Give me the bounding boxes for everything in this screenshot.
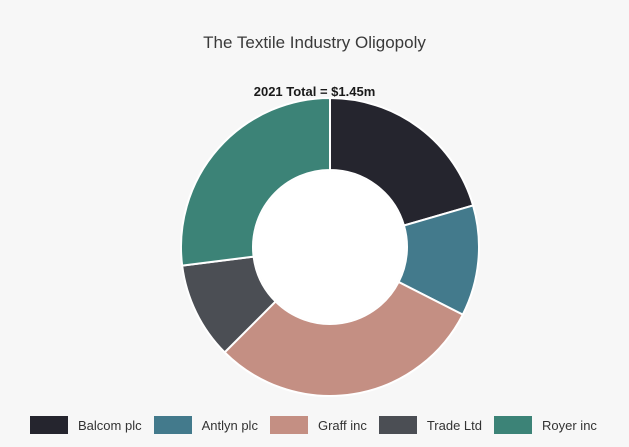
donut-slice-royer-inc	[180, 96, 331, 267]
legend-item-royer-inc[interactable]: Royer inc	[494, 416, 597, 434]
legend-swatch	[153, 416, 192, 434]
legend-label: Balcom plc	[78, 417, 142, 433]
legend-label: Royer inc	[542, 417, 597, 433]
legend-swatch	[269, 416, 308, 434]
chart-legend: Balcom plc Antlyn plc Graff inc Trade Ltd Ro…	[30, 416, 609, 434]
chart-subtitle: 2021 Total = $1.45m	[253, 84, 376, 99]
legend-label: Graff inc	[317, 417, 367, 433]
legend-item-balcom-plc[interactable]: Balcom plc	[30, 416, 142, 434]
legend-item-trade-ltd[interactable]: Trade Ltd	[378, 416, 483, 434]
legend-item-graff-inc[interactable]: Graff inc	[269, 416, 367, 434]
legend-swatch	[494, 416, 533, 434]
donut-slice-balcom-plc	[329, 96, 475, 227]
legend-swatch	[378, 416, 417, 434]
donut-hole	[254, 171, 406, 323]
legend-item-antlyn-plc[interactable]: Antlyn plc	[153, 416, 258, 434]
legend-swatch	[30, 416, 68, 434]
chart-title: The Textile Industry Oligopoly	[203, 33, 426, 52]
donut-slice-graff-inc	[223, 280, 465, 397]
legend-label: Trade Ltd	[426, 417, 483, 433]
legend-label: Antlyn plc	[201, 417, 258, 433]
